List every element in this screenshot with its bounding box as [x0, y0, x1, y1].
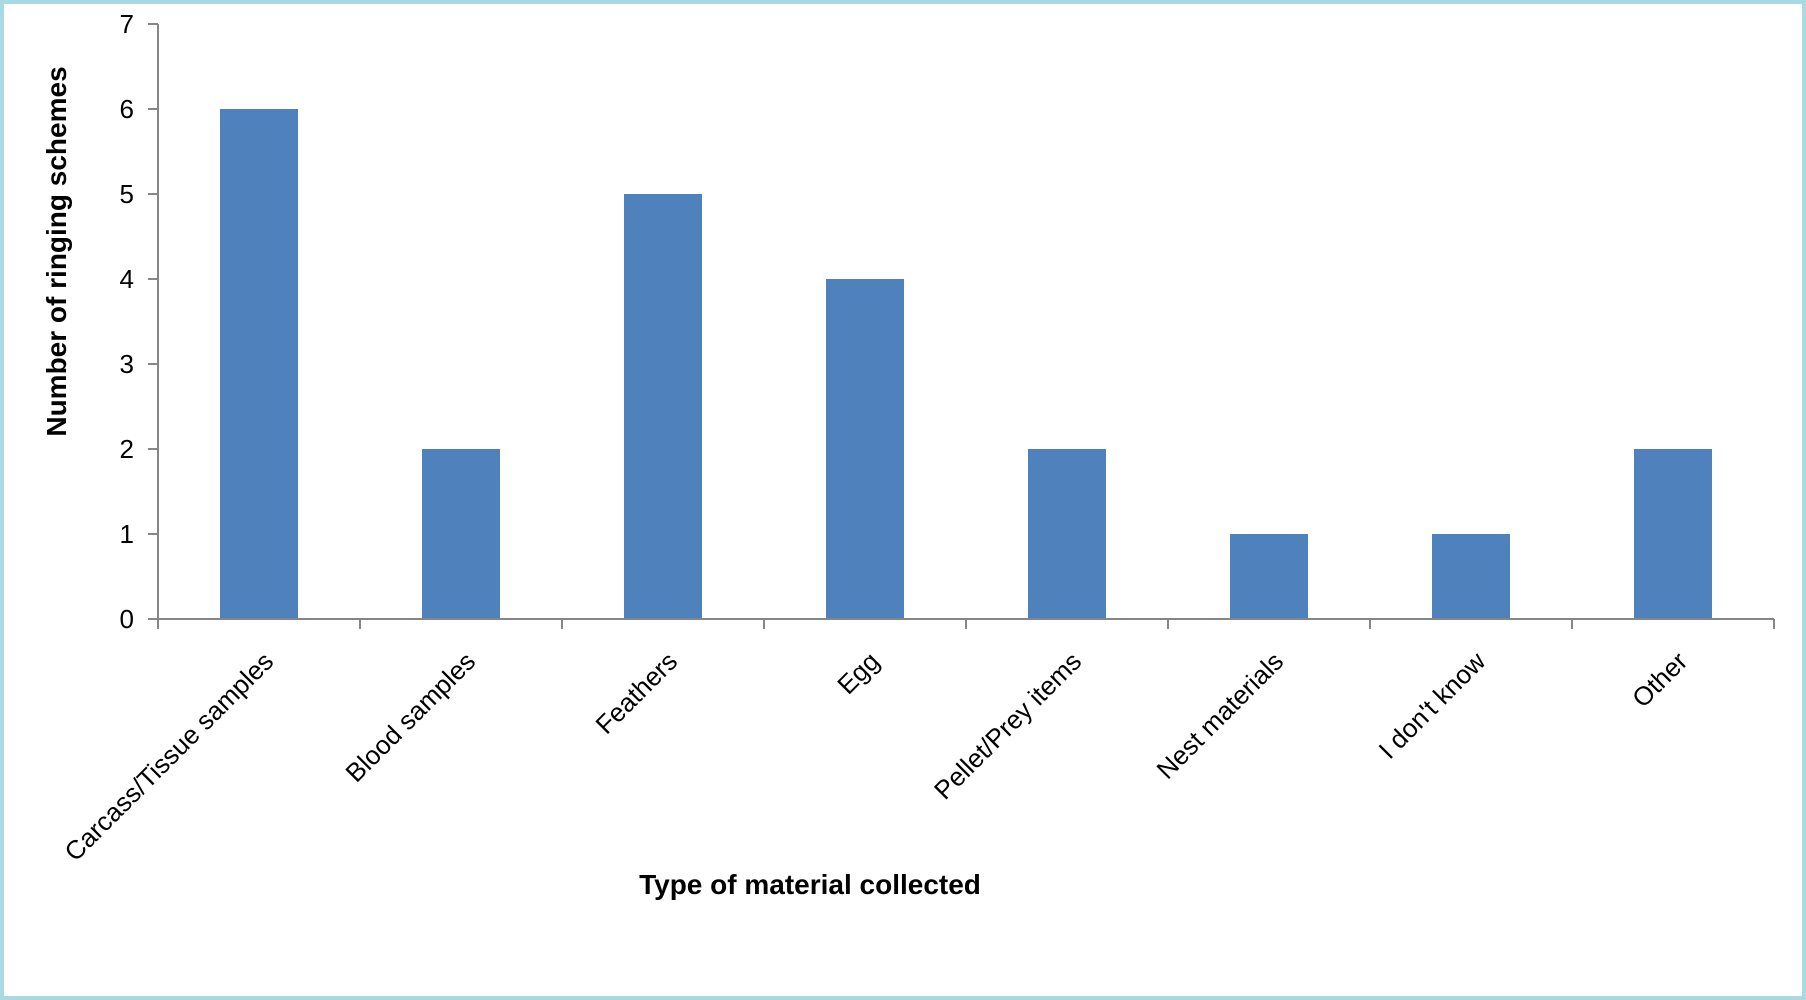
bar	[220, 109, 298, 619]
y-ticks-group: 0 1 2 3 4 5 6 7	[120, 9, 158, 634]
x-tick-label: Carcass/Tissue samples	[58, 646, 279, 867]
y-tick-label: 2	[120, 434, 134, 464]
y-tick-label: 5	[120, 179, 134, 209]
y-axis-title: Number of ringing schemes	[41, 66, 72, 436]
y-tick-label: 0	[120, 604, 134, 634]
bars-group	[220, 109, 1712, 619]
bar	[1634, 449, 1712, 619]
y-tick-label: 3	[120, 349, 134, 379]
chart-frame: 0 1 2 3 4 5 6 7 Carcass/Tissue samples Blood sam…	[4, 4, 1802, 996]
x-tick-label: Pellet/Prey items	[928, 646, 1087, 805]
x-tick-label: Feathers	[589, 646, 683, 740]
bar	[826, 279, 904, 619]
x-tick-label: Nest materials	[1151, 646, 1290, 785]
x-axis-title: Type of material collected	[639, 869, 981, 900]
x-tick-label: Other	[1626, 646, 1693, 713]
x-tick-label: I don't know	[1372, 646, 1491, 765]
bar	[1028, 449, 1106, 619]
bar	[1230, 534, 1308, 619]
x-ticks-group: Carcass/Tissue samples Blood samples Feath…	[58, 619, 1775, 867]
x-tick-label: Blood samples	[339, 646, 481, 788]
x-tick-label: Egg	[831, 646, 885, 700]
bar-chart: 0 1 2 3 4 5 6 7 Carcass/Tissue samples Blood sam…	[41, 9, 1775, 900]
y-tick-label: 4	[120, 264, 134, 294]
bar	[624, 194, 702, 619]
y-tick-label: 6	[120, 94, 134, 124]
y-tick-label: 1	[120, 519, 134, 549]
bar	[422, 449, 500, 619]
y-tick-label: 7	[120, 9, 134, 39]
bar	[1432, 534, 1510, 619]
